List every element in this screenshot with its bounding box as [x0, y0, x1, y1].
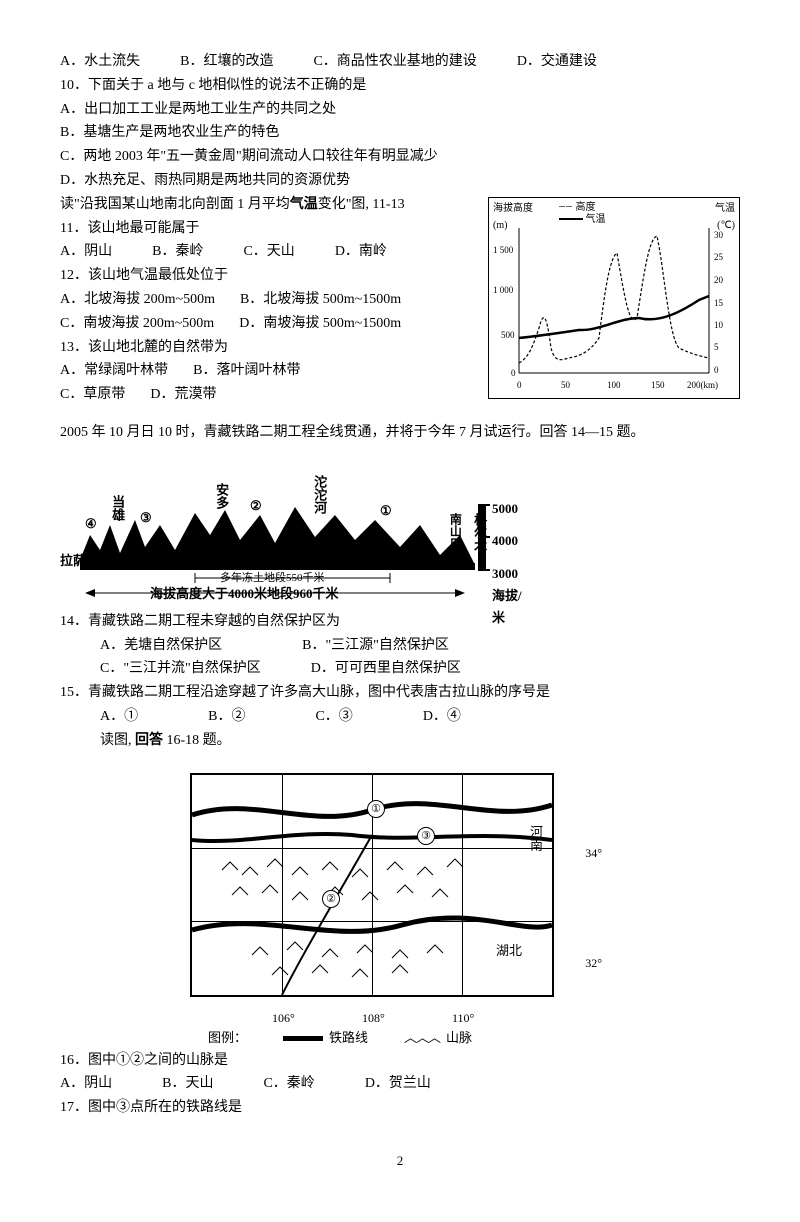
map-point-3: ③	[417, 827, 435, 845]
q11-options: A．阴山 B．秦岭 C．天山 D．南岭	[60, 240, 478, 264]
q14-options-1: A．羌塘自然保护区 B．"三江源"自然保护区	[60, 634, 740, 658]
q15-stem: 15．青藏铁路二期工程沿途穿越了许多高大山脉，图中代表唐古拉山脉的序号是	[60, 681, 740, 705]
q12-stem: 12．该山地气温最低处位于	[60, 264, 478, 288]
q16-options: A．阴山 B．天山 C．秦岭 D．贺兰山	[60, 1072, 740, 1096]
q14-options-2: C．"三江并流"自然保护区 D．可可西里自然保护区	[60, 657, 740, 681]
rail-swatch	[283, 1036, 323, 1041]
opt-c: C．商品性农业基地的建设	[313, 50, 476, 74]
q10-a: A．出口加工工业是两地工业生产的共同之处	[60, 98, 740, 122]
svg-text:0: 0	[517, 380, 522, 390]
svg-text:50: 50	[561, 380, 571, 390]
svg-text:1 500: 1 500	[493, 245, 514, 255]
map-point-2: ②	[322, 890, 340, 908]
elevation-temp-chart: 海拔高度 (m) 气温 (℃) ┄┄ 高度 气温 1 500 1 000 500…	[488, 197, 740, 399]
svg-text:10: 10	[714, 320, 724, 330]
q17-stem: 17．图中③点所在的铁路线是	[60, 1096, 740, 1120]
svg-text:0: 0	[714, 365, 719, 375]
q13-options-2: C．草原带 D．荒漠带	[60, 383, 478, 407]
map-figure: ① ② ③ 河南 湖北 34° 32° 106° 108° 110°	[180, 763, 580, 1023]
stem-16-18: 读图, 回答 16-18 题。	[60, 729, 740, 753]
svg-text:150: 150	[651, 380, 665, 390]
q9-options: A．水土流失 B．红壤的改造 C．商品性农业基地的建设 D．交通建设	[60, 50, 740, 74]
opt-b: B．红壤的改造	[180, 50, 273, 74]
page-number: 2	[60, 1150, 740, 1172]
svg-text:100: 100	[607, 380, 621, 390]
stem-14-15: 2005 年 10 月日 10 时，青藏铁路二期工程全线贯通，并将于今年 7 月…	[60, 421, 740, 445]
svg-text:20: 20	[714, 275, 724, 285]
q10-b: B．基塘生产是两地农业生产的特色	[60, 121, 740, 145]
svg-text:30: 30	[714, 230, 724, 240]
label-lhasa: 拉萨	[60, 550, 86, 572]
q10-stem: 10．下面关于 a 地与 c 地相似性的说法不正确的是	[60, 74, 740, 98]
q13-options-1: A．常绿阔叶林带 B．落叶阔叶林带	[60, 359, 478, 383]
chart-svg: 1 500 1 000 500 0 30 25 20 15 10 5 0 0 5…	[489, 198, 739, 398]
q14-stem: 14．青藏铁路二期工程未穿越的自然保护区为	[60, 610, 740, 634]
q10-d: D．水热充足、雨热同期是两地共同的资源优势	[60, 169, 740, 193]
opt-d: D．交通建设	[517, 50, 597, 74]
svg-text:200(km): 200(km)	[687, 380, 718, 390]
map-point-1: ①	[367, 800, 385, 818]
qinghai-tibet-profile: 拉萨 当雄 安多 沱沱河 南山口 格尔木 ④ ③ ② ① 5000 4000 3…	[60, 465, 530, 605]
svg-text:500: 500	[501, 330, 515, 340]
svg-text:15: 15	[714, 298, 724, 308]
svg-text:1 000: 1 000	[493, 285, 514, 295]
svg-text:25: 25	[714, 252, 724, 262]
q13-stem: 13．该山地北麓的自然带为	[60, 336, 478, 360]
svg-text:5: 5	[714, 342, 719, 352]
q15-options: A．① B．② C．③ D．④	[60, 705, 740, 729]
stem-11-13: 读"沿我国某山地南北向剖面 1 月平均气温变化"图, 11-13	[60, 193, 478, 217]
opt-a: A．水土流失	[60, 50, 140, 74]
q10-c: C．两地 2003 年"五一黄金周"期间流动人口较往年有明显减少	[60, 145, 740, 169]
q11-stem: 11．该山地最可能属于	[60, 217, 478, 241]
q12-options-1: A．北坡海拔 200m~500m B．北坡海拔 500m~1500m	[60, 288, 478, 312]
svg-text:0: 0	[511, 368, 516, 378]
mountain-swatch: ︿︿︿	[404, 1030, 440, 1045]
map-legend: 图例： 铁路线 ︿︿︿山脉	[140, 1027, 540, 1049]
q16-stem: 16．图中①②之间的山脉是	[60, 1049, 740, 1073]
q12-options-2: C．南坡海拔 200m~500m D．南坡海拔 500m~1500m	[60, 312, 478, 336]
